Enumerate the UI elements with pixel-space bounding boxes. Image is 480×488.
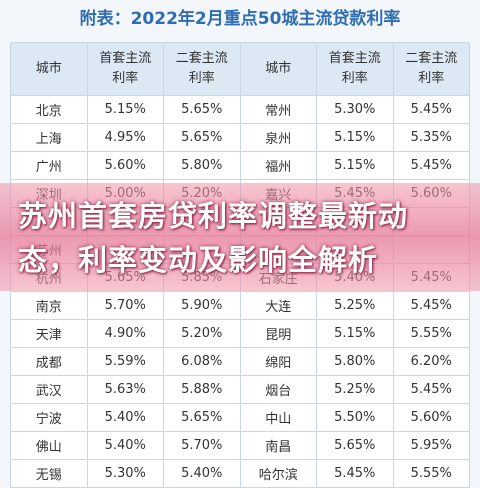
table-cell: 5.45% — [316, 459, 394, 488]
table-cell: 5.55% — [392, 459, 470, 488]
table-cell: 5.45% — [392, 95, 470, 124]
column-header: 首套主流 利率 — [316, 42, 394, 96]
table-cell: 5.35% — [392, 123, 470, 152]
table-cell: 5.80% — [163, 151, 241, 180]
table-cell: 5.70% — [163, 431, 241, 460]
table-cell: 5.65% — [163, 95, 241, 124]
table-cell: 5.40% — [86, 431, 164, 460]
table-cell: 4.90% — [86, 319, 164, 348]
table-cell: 5.15% — [316, 319, 394, 348]
banner-title: 苏州首套房贷利率调整最新动态，利率变动及影响全解析 — [18, 199, 409, 277]
table-cell: 5.25% — [316, 291, 394, 320]
table-cell: 5.55% — [392, 319, 470, 348]
table-cell: 常州 — [239, 95, 317, 124]
table-cell: 昆明 — [239, 319, 317, 348]
table-cell: 5.25% — [316, 375, 394, 404]
column-header: 二套主流 利率 — [163, 42, 241, 96]
table-cell: 5.65% — [163, 123, 241, 152]
table-cell: 泉州 — [239, 123, 317, 152]
table-cell: 5.40% — [163, 459, 241, 488]
table-cell: 5.80% — [316, 347, 394, 376]
table-cell: 北京 — [10, 95, 88, 124]
table-cell: 烟台 — [239, 375, 317, 404]
table-cell: 佛山 — [10, 431, 88, 460]
table-row: 南京 5.70% 5.90% 大连 5.25% 5.45% — [10, 291, 470, 320]
table-cell: 5.20% — [163, 319, 241, 348]
table-cell: 天津 — [10, 319, 88, 348]
table-cell: 5.45% — [392, 291, 470, 320]
table-row: 北京 5.15% 5.65% 常州 5.30% 5.45% — [10, 95, 470, 124]
table-cell: 绵阳 — [239, 347, 317, 376]
table-cell: 南京 — [10, 291, 88, 320]
table-cell: 5.15% — [86, 95, 164, 124]
column-header: 二套主流 利率 — [392, 42, 470, 96]
table-cell: 5.50% — [316, 403, 394, 432]
table-cell: 5.30% — [316, 95, 394, 124]
table-cell: 5.70% — [86, 291, 164, 320]
table-cell: 5.88% — [163, 375, 241, 404]
table-cell: 5.45% — [392, 375, 470, 404]
table-cell: 哈尔滨 — [239, 459, 317, 488]
table-row: 无锡 5.30% 5.40% 哈尔滨 5.45% 5.55% — [10, 459, 470, 488]
table-cell: 中山 — [239, 403, 317, 432]
table-row: 宁波 5.40% 5.65% 中山 5.50% 5.60% — [10, 403, 470, 432]
table-cell: 6.20% — [392, 347, 470, 376]
table-row: 佛山 5.40% 5.70% 南昌 5.65% 5.95% — [10, 431, 470, 460]
table-cell: 5.45% — [392, 151, 470, 180]
table-cell: 5.65% — [316, 431, 394, 460]
table-row: 广州 5.60% 5.80% 福州 5.15% 5.45% — [10, 151, 470, 180]
table-cell: 成都 — [10, 347, 88, 376]
table-cell: 武汉 — [10, 375, 88, 404]
table-cell: 5.60% — [86, 151, 164, 180]
table-cell: 广州 — [10, 151, 88, 180]
table-row: 武汉 5.63% 5.88% 烟台 5.25% 5.45% — [10, 375, 470, 404]
table-row: 天津 4.90% 5.20% 昆明 5.15% 5.55% — [10, 319, 470, 348]
banner-overlay — [0, 183, 480, 291]
table-cell: 南昌 — [239, 431, 317, 460]
table-cell: 5.40% — [86, 403, 164, 432]
table-cell: 5.30% — [86, 459, 164, 488]
table-cell: 上海 — [10, 123, 88, 152]
table-cell: 5.60% — [392, 403, 470, 432]
table-cell: 6.08% — [163, 347, 241, 376]
table-cell: 5.59% — [86, 347, 164, 376]
table-cell: 5.65% — [163, 403, 241, 432]
column-header: 城市 — [10, 42, 88, 96]
table-cell: 宁波 — [10, 403, 88, 432]
table-cell: 大连 — [239, 291, 317, 320]
table-row: 成都 5.59% 6.08% 绵阳 5.80% 6.20% — [10, 347, 470, 376]
table-cell: 5.15% — [316, 151, 394, 180]
column-header: 首套主流 利率 — [86, 42, 164, 96]
table-cell: 福州 — [239, 151, 317, 180]
table-cell: 无锡 — [10, 459, 88, 488]
table-cell: 4.95% — [86, 123, 164, 152]
table-cell: 5.15% — [316, 123, 394, 152]
table-cell: 5.63% — [86, 375, 164, 404]
table-cell: 5.90% — [163, 291, 241, 320]
table-row: 上海 4.95% 5.65% 泉州 5.15% 5.35% — [10, 123, 470, 152]
title: 附表：2022年2月重点50城主流贷款利率 — [79, 9, 401, 29]
column-header: 城市 — [239, 42, 317, 96]
table-cell: 5.95% — [392, 431, 470, 460]
